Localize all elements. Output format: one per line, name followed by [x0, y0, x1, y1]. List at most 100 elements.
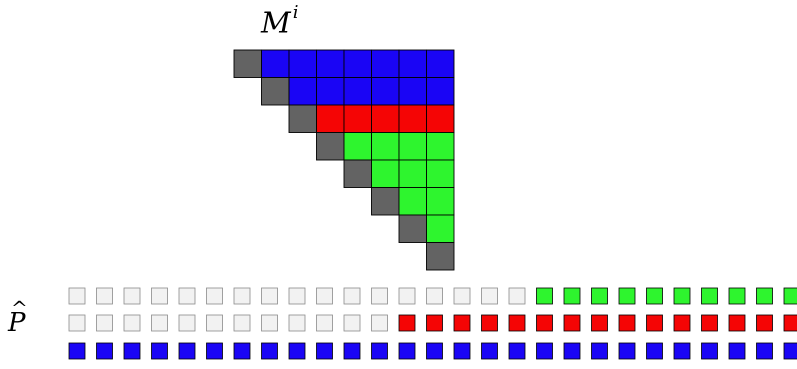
vector-cell-blue [68, 342, 86, 360]
matrix-cell-blue [343, 49, 372, 78]
vector-cell-blue [673, 342, 691, 360]
matrix-cell-green [398, 132, 427, 161]
vector-cell-empty [316, 287, 333, 305]
matrix-cell-blue [261, 49, 290, 78]
vector-cell-blue [591, 342, 608, 360]
matrix-cell-green [398, 159, 427, 188]
vector-cell-empty [453, 287, 471, 305]
matrix-diagonal-cell [261, 77, 290, 106]
vector-cell-empty [508, 287, 526, 305]
vector-cell-empty [261, 287, 278, 305]
vector-cell-empty [123, 287, 141, 305]
vector-cell-red [398, 314, 416, 332]
matrix-cell-blue [426, 77, 455, 106]
vector-cell-blue [178, 342, 196, 360]
vector-cell-blue [233, 342, 251, 360]
vector-cell-red [618, 314, 636, 332]
matrix-diagonal-cell [288, 104, 317, 133]
matrix-cell-blue [426, 49, 455, 78]
matrix-cell-blue [316, 49, 345, 78]
vector-cell-blue [261, 342, 278, 360]
vector-cell-red [646, 314, 663, 332]
vector-cell-red [536, 314, 553, 332]
vector-cell-red [453, 314, 471, 332]
vector-cell-empty [261, 314, 278, 332]
vector-cell-blue [398, 342, 416, 360]
matrix-cell-red [371, 104, 400, 133]
vector-cell-red [673, 314, 691, 332]
vector-cell-blue [536, 342, 553, 360]
matrix-cell-red [426, 104, 455, 133]
vector-cell-blue [453, 342, 471, 360]
matrix-cell-green [426, 159, 455, 188]
vector-cell-empty [371, 287, 388, 305]
vector-cell-blue [426, 342, 443, 360]
matrix-cell-red [398, 104, 427, 133]
matrix-cell-blue [398, 77, 427, 106]
vector-label: P [8, 298, 27, 336]
vector-cell-green [701, 287, 718, 305]
vector-cell-red [563, 314, 581, 332]
vector-cell-empty [96, 314, 113, 332]
vector-cell-empty [68, 314, 86, 332]
vector-cell-green [756, 287, 773, 305]
matrix-diagonal-cell [398, 214, 427, 243]
vector-cell-empty [151, 287, 168, 305]
matrix-cell-green [371, 132, 400, 161]
vector-cell-empty [68, 287, 86, 305]
vector-cell-empty [233, 314, 251, 332]
matrix-diagonal-cell [316, 132, 345, 161]
vector-cell-blue [288, 342, 306, 360]
vector-cell-red [508, 314, 526, 332]
vector-cell-blue [618, 342, 636, 360]
vector-cell-blue [563, 342, 581, 360]
vector-cell-empty [288, 287, 306, 305]
vector-cell-blue [646, 342, 663, 360]
vector-cell-empty [178, 314, 196, 332]
vector-cell-blue [206, 342, 223, 360]
vector-cell-blue [508, 342, 526, 360]
vector-cell-empty [233, 287, 251, 305]
matrix-cell-green [426, 187, 455, 216]
vector-cell-green [536, 287, 553, 305]
matrix-cell-green [426, 214, 455, 243]
vector-cell-empty [343, 287, 361, 305]
matrix-cell-green [398, 187, 427, 216]
matrix-cell-red [316, 104, 345, 133]
vector-cell-blue [756, 342, 773, 360]
vector-cell-empty [151, 314, 168, 332]
vector-cell-empty [123, 314, 141, 332]
vector-cell-blue [728, 342, 746, 360]
vector-cell-blue [123, 342, 141, 360]
vector-cell-empty [96, 287, 113, 305]
matrix-cell-blue [288, 49, 317, 78]
vector-cell-blue [701, 342, 718, 360]
vector-cell-green [728, 287, 746, 305]
matrix-diagonal-cell [343, 159, 372, 188]
matrix-cell-green [426, 132, 455, 161]
matrix-cell-green [371, 159, 400, 188]
vector-cell-green [673, 287, 691, 305]
vector-cell-empty [371, 314, 388, 332]
matrix-diagonal-cell [371, 187, 400, 216]
matrix-cell-blue [371, 77, 400, 106]
vector-cell-blue [481, 342, 498, 360]
vector-cell-green [646, 287, 663, 305]
vector-cell-empty [316, 314, 333, 332]
vector-cell-blue [783, 342, 797, 360]
vector-cell-blue [96, 342, 113, 360]
matrix-cell-blue [398, 49, 427, 78]
vector-cell-blue [371, 342, 388, 360]
matrix-cell-blue [316, 77, 345, 106]
matrix-diagonal-cell [426, 242, 455, 271]
vector-cell-empty [206, 314, 223, 332]
vector-cell-blue [316, 342, 333, 360]
matrix-cell-blue [288, 77, 317, 106]
vector-cell-empty [426, 287, 443, 305]
matrix-cell-blue [371, 49, 400, 78]
vector-cell-red [756, 314, 773, 332]
vector-cell-empty [206, 287, 223, 305]
vector-cell-red [701, 314, 718, 332]
